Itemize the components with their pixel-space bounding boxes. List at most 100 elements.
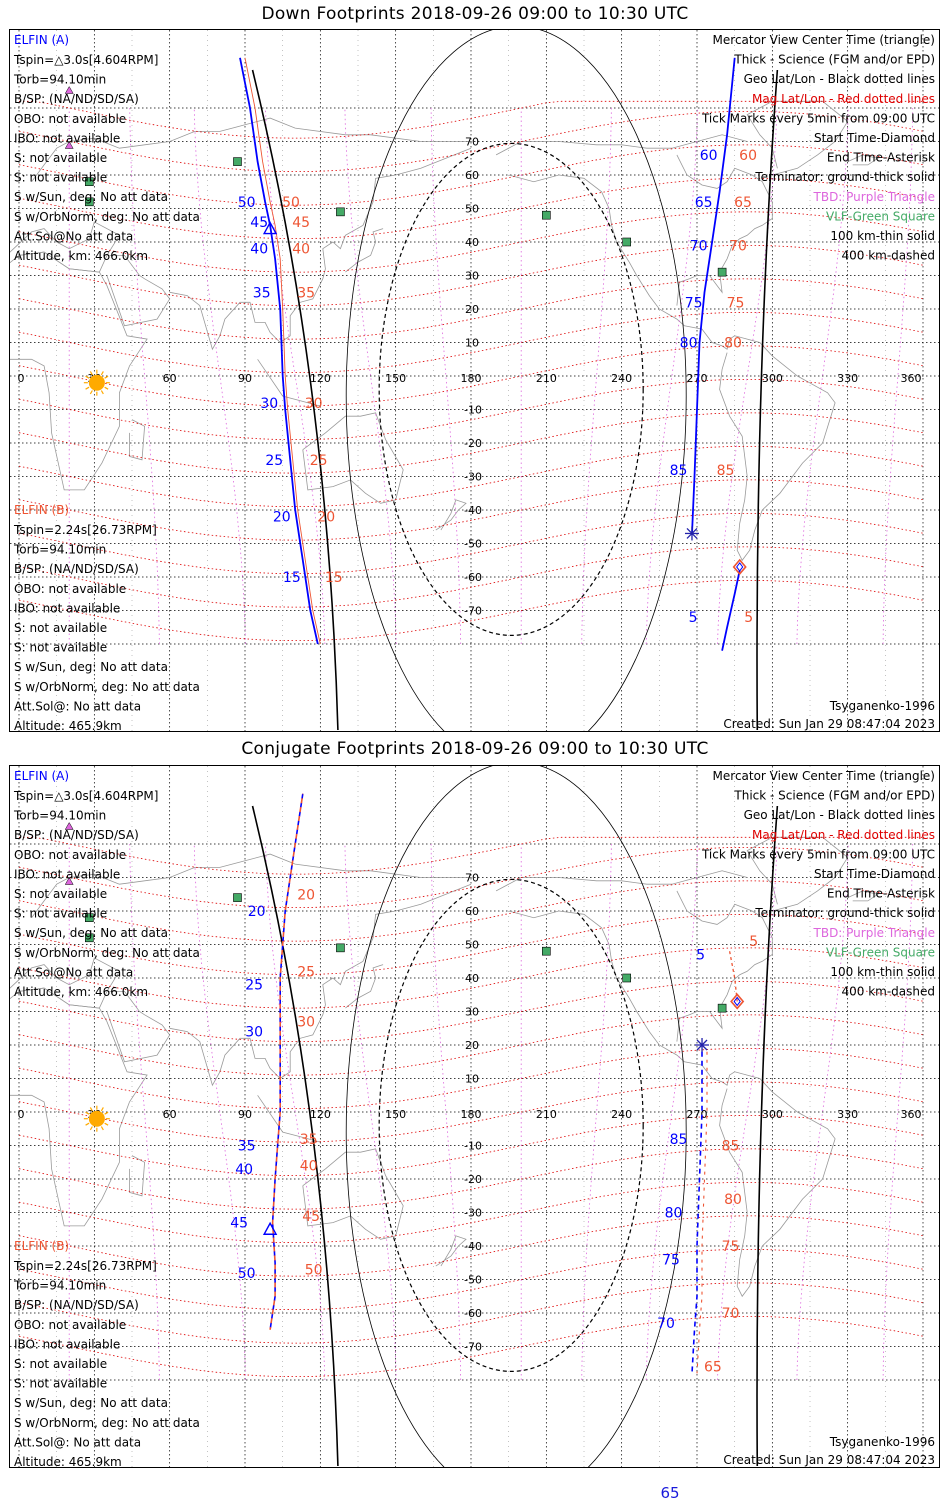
- elfin-a-tick-label: 65: [695, 195, 713, 211]
- elfin-a-tick-label: 80: [680, 336, 698, 352]
- elfin-a-info-line: S: not available: [14, 907, 107, 921]
- down-map-canvas[interactable]: 0 30 60 90 120 150 180 210 240 270 300 330 360 70 60 50…: [10, 30, 939, 731]
- down-footprints-map[interactable]: 0 30 60 90 120 150 180 210 240 270 300 330 360 70 60 50…: [9, 29, 940, 732]
- lat-tick-label: -50: [464, 538, 482, 551]
- elfin-a-info-line: S: not available: [14, 171, 107, 185]
- elfin-b-tick-label: 25: [297, 964, 315, 980]
- elfin-b-info-line: S: not available: [14, 621, 107, 635]
- elfin-b-tick-label: 40: [300, 1159, 318, 1175]
- elfin-b-info-line: OBO: not available: [14, 582, 126, 596]
- model-label: Tsyganenko-1996: [829, 699, 935, 713]
- terminator-400km: [378, 142, 644, 636]
- mag-latitude-line: [18, 345, 924, 407]
- sun-ray: [100, 1126, 104, 1131]
- mag-latitude-line: [18, 947, 924, 1009]
- sun-ray: [100, 1107, 104, 1112]
- mag-latitude-line: [18, 144, 924, 206]
- elfin-a-info-line: Altitude, km: 466.0km: [14, 249, 148, 263]
- vlf-square-marker: [717, 267, 727, 277]
- legend-line: Mercator View Center Time (triangle): [713, 33, 935, 47]
- conjugate-map-canvas[interactable]: 0 30 60 90 120 150 180 210 240 270 300 330 360 70 60 50…: [10, 766, 939, 1467]
- elfin-a-tick-label: 50: [238, 1266, 256, 1282]
- elfin-b-info-line: Att.Sol@: No att data: [14, 699, 141, 713]
- coastline: [106, 255, 171, 327]
- elfin-b-tick-label: 15: [325, 570, 343, 586]
- elfin-a-info-line: S w/Sun, deg: No att data: [14, 190, 168, 204]
- vlf-square-marker: [622, 973, 631, 983]
- elfin-b-info-line: Altitude: 465.9km: [14, 1455, 122, 1467]
- elfin-b-tick-label: 70: [722, 1306, 740, 1322]
- sun-disk: [88, 374, 105, 391]
- coastline: [676, 154, 773, 306]
- sun-ray: [89, 1126, 93, 1131]
- vlf-square-marker: [85, 933, 94, 943]
- elfin-a-header: ELFIN (A): [14, 33, 69, 47]
- elfin-b-tick-label: 35: [297, 285, 315, 301]
- sun-ray: [104, 1111, 109, 1115]
- lat-tick-label: -60: [464, 1307, 482, 1320]
- mag-latitude-line: [19, 836, 923, 875]
- legend-line: Geo Lat/Lon - Black dotted lines: [744, 72, 935, 86]
- down-footprints-title: Down Footprints 2018-09-26 09:00 to 10:3…: [261, 4, 689, 24]
- elfin-a-tick-label: 45: [230, 1216, 248, 1232]
- elfin-a-tick-label: 30: [245, 1025, 263, 1041]
- coastline: [746, 100, 849, 176]
- lat-tick-label: -70: [464, 1341, 482, 1354]
- mag-latitude-line: [18, 546, 924, 608]
- sun-ray: [85, 375, 90, 379]
- coastline: [847, 154, 879, 166]
- mag-latitude-line: [18, 847, 924, 908]
- sun-ray: [89, 1107, 93, 1112]
- elfin-a-track-right: [691, 57, 736, 534]
- coastline: [106, 991, 171, 1063]
- mag-latitude-line: [18, 1316, 924, 1377]
- lat-tick-label: -40: [464, 504, 482, 517]
- vlf-square-marker: [233, 157, 242, 166]
- elfin-b-tick-label: 60: [739, 148, 757, 164]
- elfin-a-info-line: Tspin=△3.0s[4.604RPM]: [13, 53, 158, 67]
- elfin-b-info-line: IBO: not available: [14, 1337, 120, 1351]
- coastline: [495, 134, 748, 156]
- vlf-square-marker: [85, 177, 94, 186]
- conjugate-footprints-map[interactable]: 0 30 60 90 120 150 180 210 240 270 300 330 360 70 60 50…: [9, 765, 940, 1468]
- mag-latitude-line: [18, 479, 924, 541]
- coastline: [746, 836, 849, 912]
- coastline: [847, 890, 879, 902]
- legend-line: TBD: Purple Triangle: [813, 190, 936, 204]
- lon-tick-label: 330: [837, 372, 858, 385]
- elfin-b-tick-label: 75: [722, 1239, 740, 1255]
- elfin-b-info-line: S w/OrbNorm, deg: No att data: [14, 1416, 200, 1430]
- elfin-b-tick-label: 80: [724, 1192, 742, 1208]
- elfin-b-info-line: S: not available: [14, 1377, 107, 1391]
- mag-latitude-line: [18, 111, 924, 172]
- vlf-square-marker: [336, 943, 345, 953]
- legend-line: Thick - Science (FGM and/or EPD): [733, 789, 935, 803]
- lon-tick-label: 210: [536, 1108, 557, 1121]
- elfin-b-tick-label: 5: [744, 610, 753, 626]
- elfin-b-conjugate-track: [269, 793, 304, 1330]
- mag-latitude-line: [18, 278, 924, 340]
- elfin-b-tick-label: 45: [292, 215, 310, 231]
- elfin-b-info-line: Torb=94.10min: [13, 543, 106, 557]
- elfin-a-tick-label: 30: [260, 396, 278, 412]
- lon-tick-label: 150: [385, 372, 406, 385]
- legend-line: Tick Marks every 5min from 09:00 UTC: [701, 111, 935, 125]
- elfin-b-info-line: Altitude: 465.9km: [14, 719, 122, 731]
- lon-tick-label: 270: [687, 372, 708, 385]
- lon-tick-label: 360: [901, 1108, 922, 1121]
- sun-ray: [85, 1122, 90, 1126]
- mag-latitude-line: [18, 1081, 924, 1143]
- lon-tick-label: 0: [18, 1108, 25, 1121]
- created-timestamp: Created: Sun Jan 29 08:47:04 2023: [723, 717, 935, 731]
- lon-tick-label: 150: [385, 1108, 406, 1121]
- elfin-a-tick-label: 85: [670, 463, 688, 479]
- elfin-b-tick-label: 5: [749, 934, 758, 950]
- mag-latitude-line: [18, 580, 924, 641]
- left-info-block: ELFIN (A) Tspin=△3.0s[4.604RPM] Torb=94.10…: [13, 769, 200, 1467]
- mag-latitude-line: [19, 100, 923, 139]
- elfin-a-info-line: OBO: not available: [14, 848, 126, 862]
- bottom-tick-label: 65: [660, 1484, 680, 1502]
- elfin-a-info-line: Att.Sol@No att data: [14, 965, 133, 979]
- elfin-b-conjugate-track-right: [728, 951, 738, 1002]
- legend-line: Start Time-Diamond: [814, 131, 935, 145]
